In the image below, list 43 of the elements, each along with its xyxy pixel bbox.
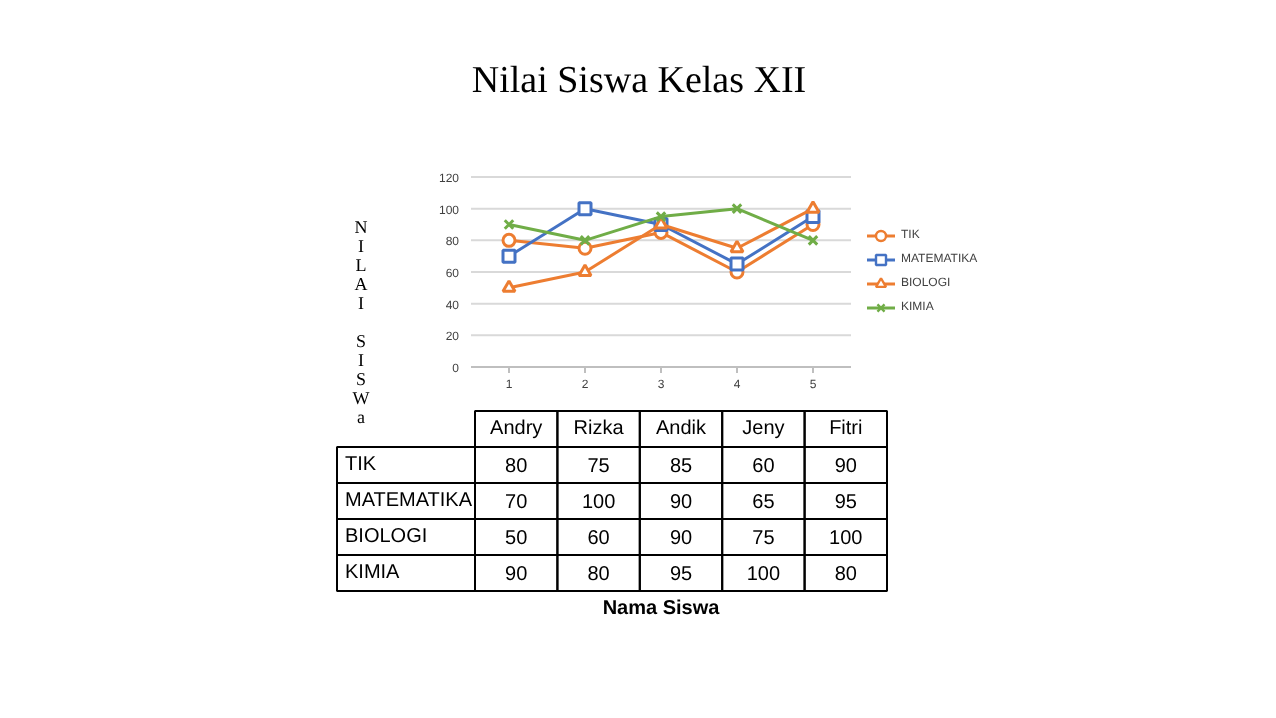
data-label: 80	[505, 456, 529, 478]
text: Andik	[655, 418, 709, 440]
point	[729, 256, 745, 272]
data-label: 90	[669, 528, 693, 550]
point	[577, 201, 593, 217]
data-label: 75	[587, 456, 611, 478]
text: NILAI SISWa	[352, 217, 370, 427]
data-label: 100	[581, 492, 617, 514]
text: BIOLOGI	[345, 526, 428, 548]
data-label: 50	[505, 528, 529, 550]
text: Fitri	[829, 418, 863, 440]
text: MATEMATIKA	[345, 490, 473, 512]
point	[501, 248, 517, 264]
data-label: 85	[669, 456, 693, 478]
point	[655, 210, 667, 223]
data-label: 60	[587, 528, 611, 550]
point	[805, 200, 821, 214]
point	[729, 239, 745, 254]
point	[501, 232, 517, 248]
text: Andry	[490, 418, 543, 440]
data-label: 65	[752, 492, 776, 514]
data-label: 100	[829, 528, 864, 550]
data-label: 100	[746, 564, 781, 586]
data-label: 90	[669, 492, 693, 514]
data-label: 80	[587, 564, 611, 586]
data-label: 95	[834, 492, 858, 514]
text: Nama Siswa	[602, 598, 721, 620]
data-label: 70	[505, 492, 529, 514]
data-label: 90	[834, 456, 858, 478]
data-label: 90	[505, 564, 529, 586]
chart-title: Nilai Siswa Kelas XII	[471, 60, 807, 102]
point	[577, 263, 593, 277]
text: KIMIA	[345, 562, 400, 584]
point	[501, 279, 517, 293]
point	[731, 202, 743, 215]
point	[579, 234, 591, 247]
data-label: 95	[669, 564, 693, 586]
text: TIK	[345, 454, 377, 476]
data-label: 60	[752, 456, 776, 478]
data-label: 75	[752, 528, 776, 550]
text: Jeny	[742, 418, 785, 440]
data-label: 80	[834, 564, 858, 586]
text: Rizka	[573, 418, 625, 440]
